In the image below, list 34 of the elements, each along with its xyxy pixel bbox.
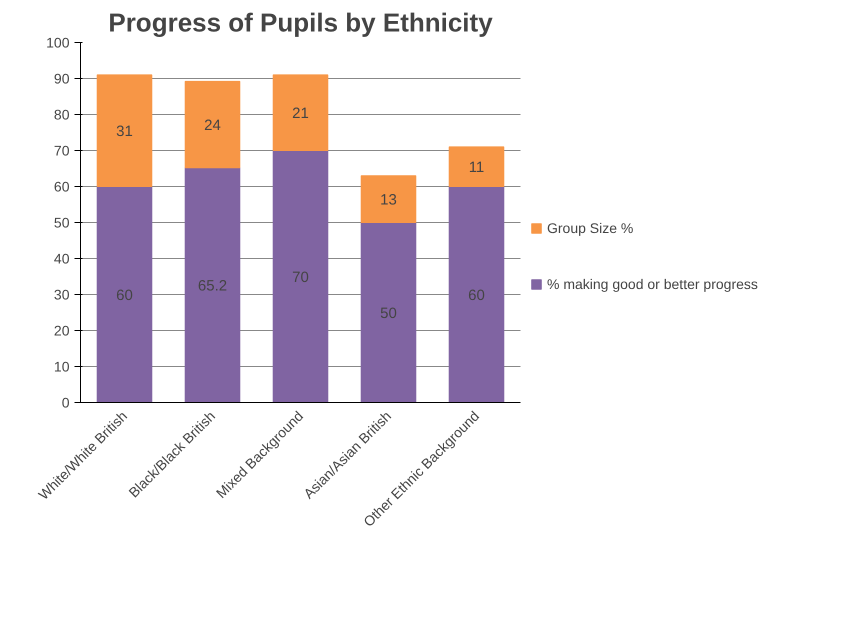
data-label: 60: [468, 287, 485, 304]
bar: [448, 186, 504, 402]
bar: [448, 146, 504, 187]
data-label: 24: [204, 117, 221, 134]
y-tick-label: 40: [54, 250, 70, 266]
data-label: 31: [116, 123, 133, 140]
y-tick-label: 20: [54, 322, 70, 338]
y-tick-label: 10: [54, 358, 70, 374]
data-label: 60: [116, 287, 133, 304]
legend-label: % making good or better progress: [547, 276, 758, 292]
data-label: 70: [292, 269, 309, 286]
data-label: 65.2: [198, 278, 228, 295]
bar: [184, 167, 240, 402]
bar: [272, 74, 328, 151]
bar: [96, 74, 152, 187]
y-tick-label: 80: [54, 106, 70, 122]
bar: [360, 175, 416, 223]
data-label: 11: [468, 159, 484, 176]
y-tick-label: 60: [54, 178, 70, 194]
bar: [96, 186, 152, 402]
y-tick-label: 50: [54, 214, 70, 230]
y-tick-label: 70: [54, 142, 70, 158]
y-tick-label: 90: [54, 70, 70, 86]
y-tick-label: 100: [46, 34, 70, 50]
y-tick-label: 0: [62, 394, 70, 410]
data-label: 21: [292, 105, 309, 122]
data-label: 13: [380, 192, 397, 209]
y-tick-label: 30: [54, 286, 70, 302]
data-label: 50: [380, 305, 397, 322]
chart-title: Progress of Pupils by Ethnicity: [108, 8, 494, 38]
bar: [360, 222, 416, 402]
bar: [184, 80, 240, 168]
legend-label: Group Size %: [547, 220, 634, 236]
bar: [272, 150, 328, 402]
